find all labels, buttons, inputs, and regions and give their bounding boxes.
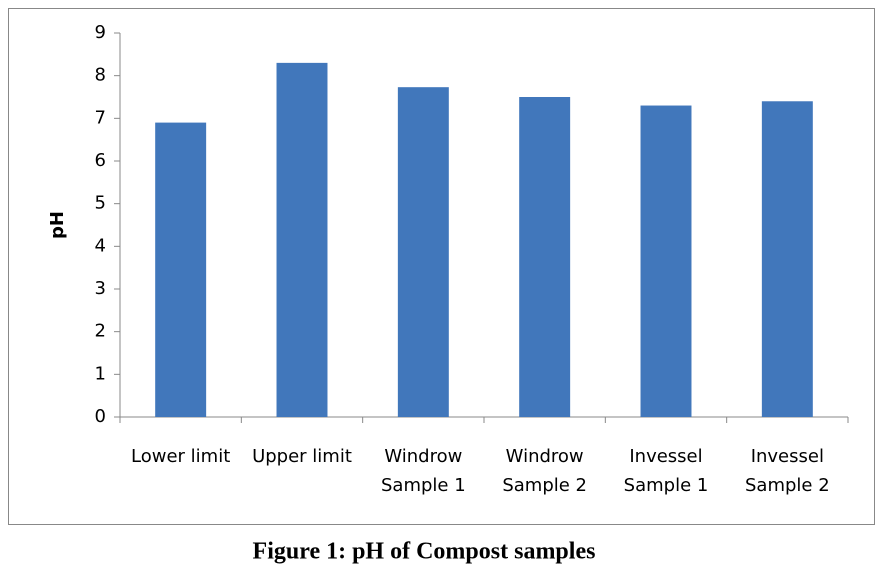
x-tick-label: Upper limit (252, 446, 352, 467)
x-tick-label: Windrow Sample 2 (502, 446, 587, 496)
bar (155, 122, 207, 417)
y-tick-label: 5 (95, 193, 106, 214)
chart-title: Figure 1: pH of Compost samples (253, 539, 596, 565)
bar (761, 101, 813, 418)
x-tick-label: Invessel Sample 2 (745, 446, 830, 496)
bar (397, 87, 449, 417)
y-tick-label: 9 (95, 22, 106, 43)
y-tick-label: 2 (95, 321, 106, 342)
x-tick-label: Lower limit (131, 446, 230, 467)
y-tick-label: 6 (95, 150, 106, 171)
y-tick-label: 7 (95, 107, 106, 128)
y-tick-label: 0 (95, 406, 106, 427)
x-tick-label: Windrow Sample 1 (381, 446, 466, 496)
y-tick-label: 1 (95, 363, 106, 384)
y-tick-label: 4 (95, 235, 106, 256)
y-axis-label: pH (47, 211, 68, 239)
y-tick-label: 3 (95, 278, 106, 299)
y-tick-label: 8 (95, 65, 106, 86)
bar (640, 105, 692, 418)
bar (276, 62, 328, 417)
bar (519, 97, 571, 417)
x-tick-label: Invessel Sample 1 (624, 446, 709, 496)
